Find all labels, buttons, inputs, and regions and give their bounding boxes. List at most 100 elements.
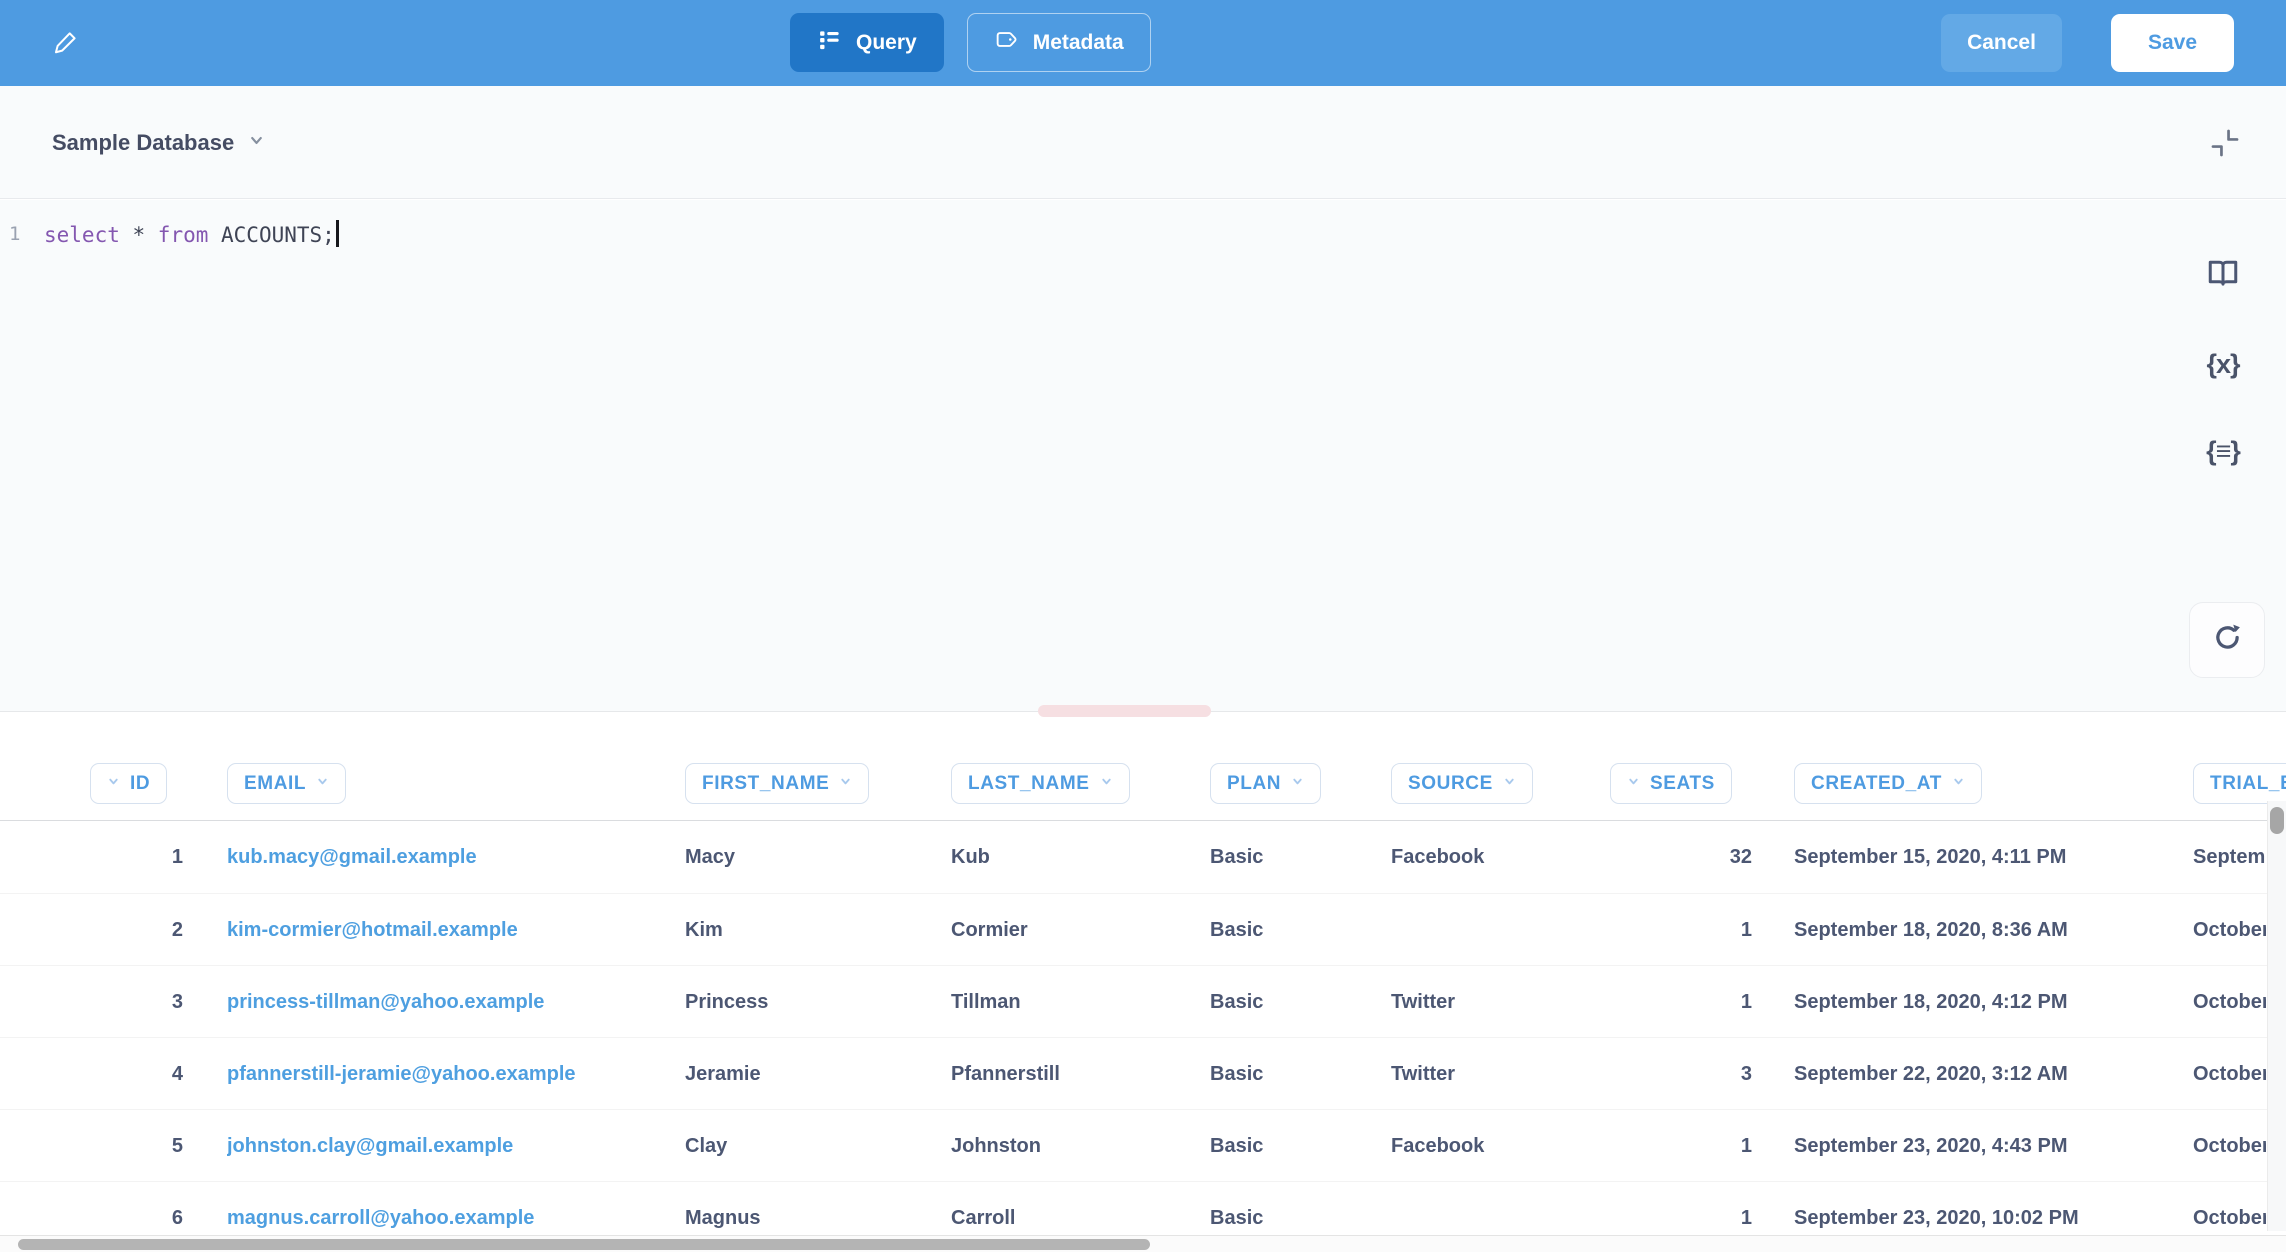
cell-last_name: Kub [951, 845, 990, 868]
snippets-icon[interactable]: {≡} [2206, 436, 2241, 466]
horizontal-scrollbar[interactable] [0, 1235, 2286, 1252]
column-header-first_name[interactable]: FIRST_NAME [685, 763, 870, 804]
column-header-label: LAST_NAME [968, 772, 1090, 794]
cell-trial: Septemb [2193, 845, 2266, 868]
column-header-label: SEATS [1650, 772, 1715, 794]
column-header-created_at[interactable]: CREATED_AT [1794, 763, 1982, 804]
cell-first_name: Macy [685, 845, 736, 868]
cell-created_at: September 22, 2020, 3:12 AM [1794, 1062, 2068, 1085]
top-bar-actions: Cancel Save [1941, 14, 2234, 72]
column-header-id[interactable]: ID [90, 763, 168, 804]
chevron-down-icon [1100, 775, 1113, 793]
cell-source: Twitter [1391, 990, 1456, 1013]
notebook-icon [817, 27, 842, 58]
chevron-down-icon [1627, 775, 1640, 793]
chevron-down-icon [1952, 775, 1965, 793]
run-query-button[interactable] [2189, 602, 2265, 678]
sql-line: 1 select * from ACCOUNTS; [0, 220, 339, 247]
cell-trial: October [2193, 918, 2266, 941]
cell-plan: Basic [1210, 990, 1264, 1013]
cell-created_at: September 18, 2020, 4:12 PM [1794, 990, 2068, 1013]
column-header-label: CREATED_AT [1811, 772, 1942, 794]
cell-id: 5 [171, 1134, 183, 1157]
line-number: 1 [9, 222, 21, 245]
column-header-trial[interactable]: TRIAL_E [2193, 763, 2286, 804]
tab-query[interactable]: Query [790, 13, 944, 72]
editor-sidebar-icons: {x} {≡} [2198, 236, 2248, 467]
variables-icon[interactable]: {x} [2206, 349, 2240, 379]
database-selector[interactable]: Sample Database [52, 86, 265, 199]
save-button[interactable]: Save [2111, 14, 2234, 72]
table-row: 4 pfannerstill-jeramie@yahoo.example Jeram… [0, 1037, 2286, 1109]
cell-created_at: September 23, 2020, 4:43 PM [1794, 1134, 2068, 1157]
column-header-label: ID [130, 772, 151, 794]
cell-created_at: September 15, 2020, 4:11 PM [1794, 845, 2067, 868]
column-header-label: SOURCE [1408, 772, 1493, 794]
cell-seats: 32 [1729, 845, 1752, 868]
vertical-scrollbar-thumb[interactable] [2270, 807, 2284, 834]
data-reference-icon[interactable] [2205, 254, 2241, 295]
sql-code: select * from ACCOUNTS; [44, 220, 339, 247]
cell-trial: October [2193, 990, 2266, 1013]
tab-query-label: Query [856, 30, 917, 54]
refresh-icon [2211, 621, 2244, 659]
email-link[interactable]: kub.macy@gmail.example [227, 845, 477, 868]
chevron-down-icon [107, 775, 120, 793]
cell-last_name: Cormier [951, 918, 1028, 941]
column-header-seats[interactable]: SEATS [1610, 763, 1732, 804]
cell-seats: 1 [1740, 918, 1752, 941]
database-selector-row: Sample Database [0, 86, 2286, 199]
column-header-email[interactable]: EMAIL [227, 763, 347, 804]
cell-source: Twitter [1391, 1062, 1456, 1085]
cell-source: Facebook [1391, 845, 1485, 868]
cell-created_at: September 23, 2020, 10:02 PM [1794, 1206, 2079, 1229]
chevron-down-icon [839, 775, 852, 793]
email-link[interactable]: pfannerstill-jeramie@yahoo.example [227, 1062, 576, 1085]
chevron-down-icon [1503, 775, 1516, 793]
tab-metadata[interactable]: Metadata [966, 13, 1151, 72]
column-header-last_name[interactable]: LAST_NAME [951, 763, 1130, 804]
cell-last_name: Johnston [951, 1134, 1041, 1157]
email-link[interactable]: magnus.carroll@yahoo.example [227, 1206, 535, 1229]
cell-first_name: Jeramie [685, 1062, 761, 1085]
collapse-editor-icon[interactable] [2208, 126, 2242, 160]
resize-handle[interactable] [1038, 705, 1211, 717]
email-link[interactable]: kim-cormier@hotmail.example [227, 918, 518, 941]
email-link[interactable]: johnston.clay@gmail.example [227, 1134, 514, 1157]
chevron-down-icon [316, 775, 329, 793]
vertical-scrollbar[interactable] [2267, 801, 2286, 1231]
tab-metadata-label: Metadata [1032, 30, 1124, 54]
cell-first_name: Kim [685, 918, 723, 941]
text-cursor [335, 220, 339, 247]
cell-trial: October [2193, 1134, 2266, 1157]
horizontal-scrollbar-thumb[interactable] [18, 1239, 1150, 1250]
cell-seats: 3 [1740, 1062, 1752, 1085]
table-body: 1 kub.macy@gmail.example Macy Kub Basic Faceb… [0, 820, 2286, 1252]
cell-id: 4 [171, 1062, 183, 1085]
column-header-label: TRIAL_E [2210, 772, 2286, 794]
sql-editor[interactable]: 1 select * from ACCOUNTS; {x} {≡} [0, 200, 2286, 712]
pencil-icon[interactable] [52, 28, 80, 56]
email-link[interactable]: princess-tillman@yahoo.example [227, 990, 545, 1013]
top-bar: Query Metadata Cancel Save [0, 0, 2286, 86]
column-header-plan[interactable]: PLAN [1210, 763, 1322, 804]
table-header-row: ID EMAIL FIRST_NAME LAST_NAME PLAN SOURCE SEAT… [0, 713, 2286, 820]
cell-last_name: Carroll [951, 1206, 1016, 1229]
cell-id: 2 [171, 918, 183, 941]
cell-plan: Basic [1210, 918, 1264, 941]
cell-last_name: Pfannerstill [951, 1062, 1060, 1085]
cancel-button[interactable]: Cancel [1941, 14, 2062, 72]
table-row: 6 magnus.carroll@yahoo.example Magnus Carro… [0, 1181, 2286, 1252]
cell-created_at: September 18, 2020, 8:36 AM [1794, 918, 2068, 941]
cell-plan: Basic [1210, 1134, 1264, 1157]
database-name: Sample Database [52, 129, 235, 155]
cell-id: 1 [171, 845, 183, 868]
cell-plan: Basic [1210, 1062, 1264, 1085]
results-panel: ID EMAIL FIRST_NAME LAST_NAME PLAN SOURCE SEAT… [0, 713, 2286, 1252]
cell-id: 3 [171, 990, 183, 1013]
cell-last_name: Tillman [951, 990, 1021, 1013]
column-header-label: PLAN [1227, 772, 1282, 794]
column-header-label: EMAIL [244, 772, 307, 794]
column-header-source[interactable]: SOURCE [1391, 763, 1533, 804]
chevron-down-icon [248, 132, 265, 154]
